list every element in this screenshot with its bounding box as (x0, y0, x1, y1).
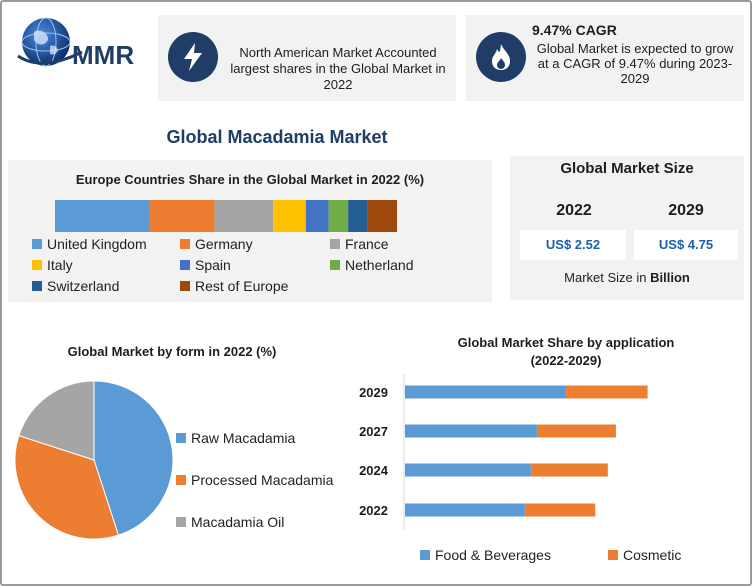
pie-legend-macadamia-oil: Macadamia Oil (176, 514, 284, 530)
application-bar-food-beverages-2029 (405, 385, 567, 399)
pie-slice-processed-macadamia (14, 434, 120, 540)
legend-label: Cosmetic (623, 547, 682, 563)
europe-legend-italy: Italy (32, 257, 73, 273)
application-bar-food-beverages-2027 (405, 424, 537, 438)
legend-swatch (330, 260, 340, 270)
legend-swatch (176, 475, 186, 485)
europe-legend-netherland: Netherland (330, 257, 414, 273)
legend-swatch (330, 239, 340, 249)
pie-legend-raw-macadamia: Raw Macadamia (176, 430, 295, 446)
application-bar-food-beverages-2022 (405, 503, 525, 517)
application-legend-cosmetic: Cosmetic (608, 547, 681, 563)
legend-label: Rest of Europe (195, 278, 289, 294)
application-category-label: 2024 (359, 463, 389, 478)
europe-legend-switzerland: Switzerland (32, 278, 119, 294)
mmr-logo: MMR (12, 12, 152, 74)
application-legend-food-beverages: Food & Beverages (420, 547, 551, 563)
legend-label: Raw Macadamia (191, 430, 296, 446)
europe-share-panel: Europe Countries Share in the Global Mar… (8, 160, 492, 302)
flame-icon (476, 32, 526, 82)
market-size-panel: Global Market Size 2022 2029 US$ 2.52 US… (510, 156, 744, 300)
market-size-unit: Market Size in Billion (510, 270, 744, 285)
legend-label: United Kingdom (47, 236, 147, 252)
legend-label: Spain (195, 257, 231, 273)
legend-swatch (176, 517, 186, 527)
europe-segment-italy (273, 200, 306, 232)
legend-label: Switzerland (47, 278, 120, 294)
europe-legend-united-kingdom: United Kingdom (32, 236, 147, 252)
legend-swatch (176, 433, 186, 443)
legend-label: Food & Beverages (435, 547, 551, 563)
callout-1-text: North American Market Accounted largest … (230, 45, 446, 92)
europe-stacked-bar (55, 200, 397, 232)
europe-segment-netherland (328, 200, 349, 232)
europe-legend-france: France (330, 236, 389, 252)
application-chart-title-line-2: (2022-2029) (530, 353, 602, 368)
application-bar-food-beverages-2024 (405, 463, 531, 477)
europe-segment-united-kingdom (55, 200, 150, 232)
market-size-2029-value: US$ 4.75 (634, 230, 738, 260)
application-bar-cosmetic-2024 (530, 463, 608, 477)
main-title: Global Macadamia Market (166, 127, 388, 147)
legend-label: Netherland (345, 257, 414, 273)
europe-legend-spain: Spain (180, 257, 231, 273)
europe-segment-spain (305, 200, 329, 232)
cagr-title: 9.47% CAGR (532, 22, 617, 38)
application-stacked-bar-chart: 2029 2027 2024 2022 (359, 374, 648, 530)
pie-slice-macadamia-oil (18, 380, 95, 461)
legend-swatch (32, 239, 42, 249)
market-size-title: Global Market Size (560, 160, 694, 177)
europe-chart-title: Europe Countries Share in the Global Mar… (75, 172, 425, 187)
europe-legend-rest-of-europe: Rest of Europe (180, 278, 288, 294)
legend-label: Macadamia Oil (191, 514, 285, 530)
application-category-label: 2029 (359, 385, 388, 400)
legend-swatch (180, 239, 190, 249)
market-size-2022-value: US$ 2.52 (520, 230, 626, 260)
legend-swatch (32, 281, 42, 291)
application-chart-title: Global Market Share by application (2022… (416, 334, 716, 370)
application-category-label: 2027 (359, 424, 388, 439)
pie-chart-title: Global Market by form in 2022 (%) (67, 344, 277, 359)
legend-swatch (180, 281, 190, 291)
form-pie-chart (14, 380, 174, 540)
year-2022-label: 2022 (556, 202, 592, 219)
legend-swatch (32, 260, 42, 270)
lightning-bolt-icon (168, 32, 218, 82)
application-bar-cosmetic-2029 (566, 385, 648, 399)
legend-label: Processed Macadamia (191, 472, 334, 488)
year-2029-label: 2029 (668, 202, 704, 219)
pie-legend-processed-macadamia: Processed Macadamia (176, 472, 333, 488)
europe-segment-france (214, 200, 274, 232)
application-chart-title-line-1: Global Market Share by application (457, 335, 675, 350)
europe-segment-germany (149, 200, 215, 232)
application-bar-cosmetic-2027 (536, 424, 616, 438)
north-america-callout: North American Market Accounted largest … (158, 15, 456, 101)
cagr-callout: 9.47% CAGR Global Market is expected to … (466, 15, 744, 101)
legend-swatch (180, 260, 190, 270)
europe-segment-rest-of-europe (367, 200, 397, 232)
market-size-unit-prefix: Market Size in (564, 270, 651, 285)
logo-text: MMR (72, 40, 134, 70)
application-category-label: 2022 (359, 503, 388, 518)
market-size-unit-bold: Billion (650, 270, 690, 285)
legend-label: Germany (195, 236, 253, 252)
pie-slice-raw-macadamia (93, 380, 174, 536)
europe-segment-switzerland (348, 200, 368, 232)
globe-icon: MMR (17, 17, 134, 70)
legend-label: France (345, 236, 389, 252)
legend-label: Italy (47, 257, 73, 273)
legend-swatch (608, 550, 618, 560)
europe-legend-germany: Germany (180, 236, 253, 252)
legend-swatch (420, 550, 430, 560)
application-bar-cosmetic-2022 (524, 503, 596, 517)
callout-2-text: Global Market is expected to grow at a C… (536, 41, 734, 86)
